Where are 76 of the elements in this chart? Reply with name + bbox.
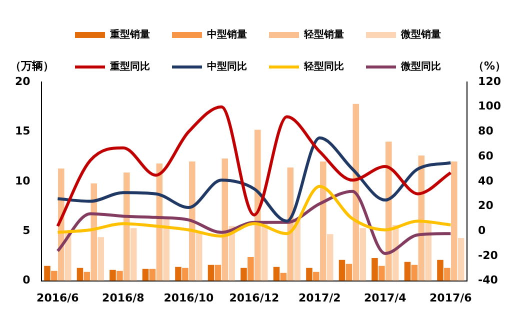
legend-label: 轻型销量 <box>303 28 344 41</box>
y-tick-label: 5 <box>22 224 30 237</box>
bar <box>425 222 432 281</box>
y-tick-label: 0 <box>22 274 31 287</box>
bar <box>84 272 90 281</box>
bar <box>372 258 378 281</box>
bar <box>320 162 326 281</box>
y2-tick-label: -40 <box>478 274 498 287</box>
bar <box>51 270 58 281</box>
bar <box>437 260 444 281</box>
x-tick-label: 2016/10 <box>164 291 214 304</box>
y2-tick-label: 20 <box>478 199 494 212</box>
y2-tick-label: 40 <box>478 174 494 188</box>
bar <box>338 260 346 281</box>
bar <box>175 266 182 281</box>
bar <box>411 264 418 281</box>
bar <box>451 162 458 281</box>
bar <box>76 268 84 281</box>
bar <box>163 219 170 281</box>
bar <box>110 270 116 281</box>
bar <box>142 268 149 281</box>
y2-tick-label: 100 <box>478 100 502 113</box>
bar <box>214 264 222 281</box>
bar <box>124 172 130 281</box>
y-axis-title: （万辆） <box>10 59 54 72</box>
legend-label: 重型销量 <box>109 28 150 41</box>
legend-label: 微型销量 <box>400 28 441 41</box>
bar <box>378 266 385 281</box>
legend-label: 微型同比 <box>400 60 441 73</box>
bar <box>44 266 50 281</box>
bar <box>313 272 320 281</box>
y2-tick-label: 0 <box>478 224 486 237</box>
bar <box>189 162 196 281</box>
bar <box>254 130 261 281</box>
x-tick-label: 2017/2 <box>298 291 341 304</box>
bar <box>149 268 156 281</box>
y2-axis-title: （%） <box>472 59 506 72</box>
y2-tick-label: -20 <box>478 248 498 262</box>
bar <box>273 266 280 281</box>
bar <box>98 237 104 281</box>
x-tick-label: 2016/12 <box>229 291 280 304</box>
bar <box>130 228 137 281</box>
legend-label: 中型同比 <box>207 60 247 73</box>
line-series <box>56 184 452 238</box>
bar <box>280 272 287 281</box>
bar <box>346 264 352 281</box>
line-series <box>56 190 452 255</box>
x-tick-label: 2017/6 <box>430 291 472 304</box>
y-tick-label: 20 <box>14 74 31 88</box>
line-series <box>56 105 452 228</box>
bar <box>444 268 450 281</box>
y-tick-label: 10 <box>14 174 31 188</box>
y2-tick-label: 60 <box>478 149 494 162</box>
line-series <box>56 136 452 223</box>
y2-tick-label: 80 <box>478 124 494 138</box>
legend-label: 中型销量 <box>207 28 247 41</box>
legend-label: 重型同比 <box>109 60 150 73</box>
bar <box>196 231 202 281</box>
bar <box>240 268 247 281</box>
x-tick-label: 2016/8 <box>102 291 144 304</box>
bar <box>360 228 366 281</box>
y-tick-label: 15 <box>14 124 30 138</box>
bar <box>458 238 464 281</box>
bar <box>116 270 123 281</box>
bar <box>294 219 300 281</box>
legend-label: 轻型同比 <box>303 60 344 73</box>
bar <box>386 142 392 281</box>
bar <box>208 264 214 281</box>
bar <box>182 268 188 281</box>
y2-tick-label: 120 <box>478 74 502 88</box>
x-tick-label: 2017/4 <box>364 291 407 304</box>
bar <box>326 234 334 281</box>
bar <box>248 256 254 281</box>
x-tick-label: 2016/6 <box>36 291 80 304</box>
bar <box>404 262 411 281</box>
bar <box>306 268 312 281</box>
